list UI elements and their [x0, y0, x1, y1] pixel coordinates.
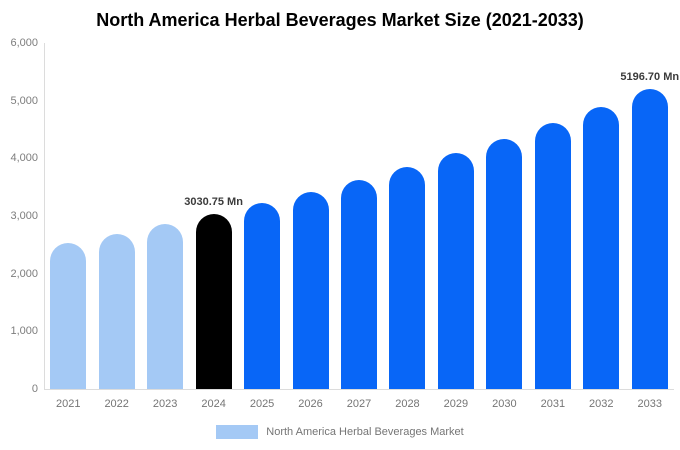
- x-tick-label-2024: 2024: [201, 398, 226, 410]
- bar-column-2028: 2028: [383, 43, 431, 410]
- bar-column-2030: 2030: [480, 43, 528, 410]
- bar-column-2022: 2022: [92, 43, 140, 410]
- legend-label: North America Herbal Beverages Market: [266, 426, 464, 438]
- bar-2029[interactable]: [437, 153, 474, 389]
- y-tick-label: 0: [31, 383, 38, 395]
- bar-column-2024: 3030.75 Mn 2024: [184, 43, 243, 410]
- x-tick-label-2022: 2022: [104, 398, 129, 410]
- bar-column-2032: 2032: [577, 43, 625, 410]
- bar-column-2025: 2025: [238, 43, 286, 410]
- x-tick-label-2028: 2028: [395, 398, 420, 410]
- bar-column-2021: 2021: [44, 43, 92, 410]
- bar-2023[interactable]: [147, 224, 184, 389]
- bar-column-2023: 2023: [141, 43, 189, 410]
- x-tick-label-2033: 2033: [637, 398, 662, 410]
- y-tick-label: 3,000: [10, 210, 38, 222]
- bar-column-2027: 2027: [335, 43, 383, 410]
- x-tick-label-2023: 2023: [152, 398, 178, 410]
- bar-2027[interactable]: [340, 179, 377, 389]
- bar-column-2026: 2026: [286, 43, 334, 410]
- y-tick-label: 1,000: [10, 325, 38, 338]
- x-axis-line: [44, 389, 674, 390]
- bar-2024[interactable]: [195, 214, 232, 389]
- y-tick-label: 5,000: [10, 94, 38, 107]
- x-tick-label-2032: 2032: [589, 398, 614, 410]
- bar-2021[interactable]: [50, 243, 87, 389]
- bar-2025[interactable]: [244, 203, 281, 389]
- x-tick-label-2025: 2025: [249, 398, 275, 410]
- x-tick-label-2027: 2027: [346, 398, 372, 410]
- bar-2032[interactable]: [583, 106, 620, 389]
- bar-value-label-2024: 3030.75 Mn: [184, 196, 243, 209]
- x-tick-label-2029: 2029: [443, 398, 469, 410]
- chart-title: North America Herbal Beverages Market Si…: [96, 10, 584, 30]
- bar-column-2029: 2029: [432, 43, 480, 410]
- x-tick-label-2031: 2031: [540, 398, 566, 410]
- bar-2033[interactable]: [631, 89, 668, 389]
- bar-column-2031: 2031: [529, 43, 577, 410]
- bar-column-2033: 5196.70 Mn 2033: [620, 43, 679, 410]
- y-tick-label: 6,000: [10, 37, 38, 49]
- legend-swatch: [216, 425, 259, 439]
- y-tick-label: 4,000: [10, 152, 38, 165]
- bar-2030[interactable]: [486, 138, 523, 389]
- bar-value-label-2033: 5196.70 Mn: [620, 71, 680, 84]
- chart-legend: North America Herbal Beverages Market: [0, 425, 680, 439]
- y-tick-label: 2,000: [10, 267, 38, 280]
- bar-2026[interactable]: [292, 192, 329, 389]
- x-tick-label-2026: 2026: [298, 398, 323, 410]
- x-tick-label-2030: 2030: [492, 398, 517, 410]
- bar-2022[interactable]: [98, 234, 135, 389]
- y-axis-line: [44, 43, 45, 389]
- legend-item-market[interactable]: North America Herbal Beverages Market: [216, 425, 464, 439]
- bar-2031[interactable]: [534, 123, 571, 389]
- bar-2028[interactable]: [389, 166, 426, 389]
- x-tick-label-2021: 2021: [55, 398, 81, 410]
